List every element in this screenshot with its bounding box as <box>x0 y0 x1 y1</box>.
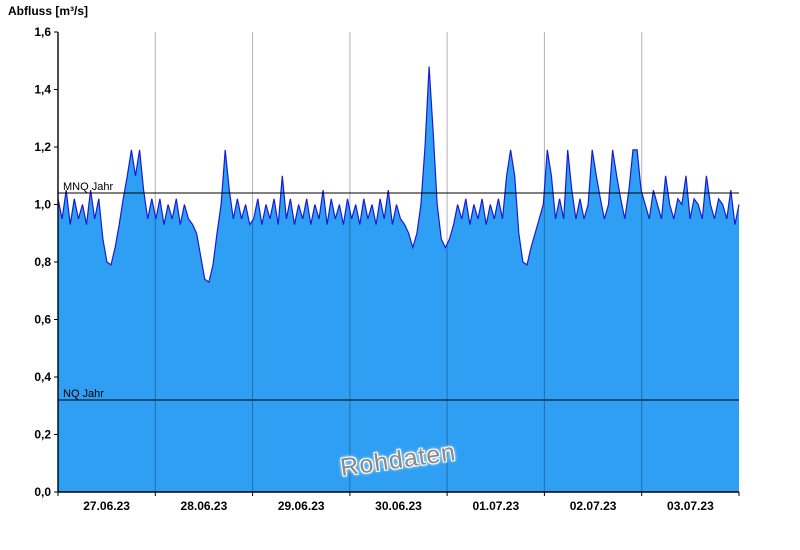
y-tick-label: 0,4 <box>34 370 51 384</box>
y-tick-label: 0,2 <box>34 428 51 442</box>
reference-line-label: NQ Jahr <box>63 388 104 400</box>
x-tick-label: 29.06.23 <box>278 499 325 513</box>
x-tick-label: 03.07.23 <box>667 499 714 513</box>
x-tick-label: 01.07.23 <box>472 499 519 513</box>
discharge-line <box>57 66 740 284</box>
y-axis-title: Abfluss [m³/s] <box>8 4 89 18</box>
x-tick-label: 27.06.23 <box>83 499 130 513</box>
y-tick-label: 0,6 <box>34 313 51 327</box>
x-tick-label: 02.07.23 <box>570 499 617 513</box>
reference-line-label: MNQ Jahr <box>63 181 113 193</box>
discharge-area <box>58 66 739 492</box>
y-tick-label: 1,2 <box>34 140 51 154</box>
x-tick-label: 30.06.23 <box>375 499 422 513</box>
y-tick-label: 0,0 <box>34 485 51 499</box>
y-tick-label: 0,8 <box>34 255 51 269</box>
y-tick-label: 1,4 <box>34 83 51 97</box>
y-tick-label: 1,0 <box>34 198 51 212</box>
y-tick-label: 1,6 <box>34 25 51 39</box>
x-tick-label: 28.06.23 <box>181 499 228 513</box>
